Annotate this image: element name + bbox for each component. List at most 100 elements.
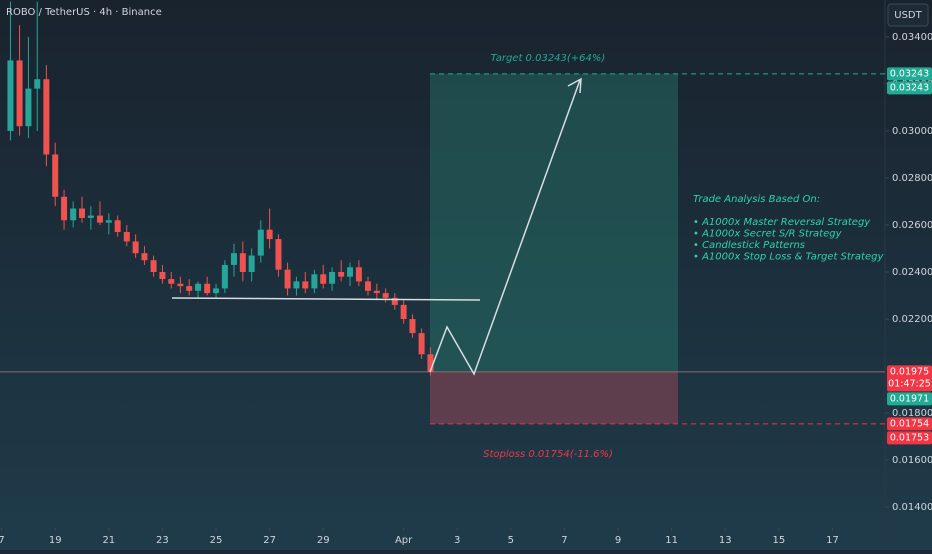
price-label: 0.03243: [890, 82, 929, 93]
candle-body: [400, 304, 407, 320]
price-label: 0.01753: [890, 432, 929, 443]
x-tick-label: 23: [156, 535, 169, 546]
y-tick-label: 0.02600: [892, 220, 932, 231]
price-label: 0.01754: [890, 418, 929, 429]
candle-body: [239, 253, 246, 272]
candle-body: [150, 260, 157, 272]
target-label: Target 0.03243(+64%): [491, 53, 606, 64]
candle-body: [186, 286, 193, 291]
y-tick-label: 0.02400: [892, 267, 932, 278]
y-tick-label: 0.01600: [892, 455, 932, 466]
candle-body: [230, 253, 237, 265]
candle-body: [204, 283, 211, 294]
x-tick-label: 7: [561, 535, 567, 546]
x-tick-label: 3: [454, 535, 460, 546]
candle-body: [338, 271, 345, 277]
projection-path: [429, 79, 581, 376]
price-label-box: [887, 417, 932, 431]
candle-body: [34, 79, 41, 89]
price-label: 0.01975: [890, 366, 929, 377]
stop-zone: [430, 371, 678, 424]
candle-body: [141, 253, 148, 261]
countdown: 01:47:25: [888, 378, 931, 389]
candle-body: [427, 354, 434, 372]
price-label: 0.01971: [890, 393, 929, 404]
candle-body: [177, 283, 184, 287]
y-tick-label: 0.03400: [892, 32, 932, 43]
candle-body: [79, 208, 86, 218]
candle-body: [355, 267, 362, 282]
currency-button[interactable]: [887, 3, 929, 27]
y-tick-label: 0.01800: [892, 408, 932, 419]
candle-body: [347, 267, 354, 277]
candle-body: [320, 274, 327, 284]
analysis-item: • Candlestick Patterns: [693, 240, 805, 251]
y-tick-label: 0.02200: [892, 314, 932, 325]
candle-body: [96, 215, 103, 223]
candle-body: [213, 288, 220, 294]
candle-body: [302, 281, 309, 289]
x-tick-label: 7: [0, 535, 5, 546]
candle-body: [257, 229, 264, 256]
candle-body: [266, 229, 273, 240]
candle-body: [16, 60, 23, 127]
support-line: [171, 297, 481, 301]
y-tick-label: 0.03000: [892, 126, 932, 137]
price-label: 0.03243: [890, 68, 929, 79]
x-tick-label: 17: [826, 535, 839, 546]
x-tick-label: 25: [210, 535, 223, 546]
candle-body: [329, 271, 336, 284]
candle-body: [70, 208, 77, 221]
candle-body: [364, 281, 371, 291]
candle-body: [195, 283, 202, 291]
candle-body: [391, 297, 398, 305]
candle-body: [43, 79, 50, 155]
candle-body: [123, 232, 130, 242]
candle-body: [373, 290, 380, 294]
analysis-item: • A1000x Secret S/R Strategy: [693, 229, 843, 240]
candle-body: [105, 220, 112, 223]
candle-body: [221, 264, 228, 289]
y-tick-label: 0.01400: [892, 502, 932, 513]
analysis-item: • A1000x Master Reversal Strategy: [693, 217, 871, 228]
candle-body: [52, 154, 59, 197]
x-tick-label: 9: [615, 535, 621, 546]
x-tick-label: 27: [263, 535, 276, 546]
y-tick-label: 0.02800: [892, 173, 932, 184]
analysis-item: • A1000x Stop Loss & Target Strategy: [693, 252, 884, 263]
candle-body: [87, 215, 94, 218]
x-tick-label: 19: [49, 535, 62, 546]
symbol-title: ROBO / TetherUS · 4h · Binance: [6, 7, 162, 18]
candle-body: [248, 255, 255, 272]
price-label-box: [887, 81, 932, 95]
candle-body: [409, 319, 416, 334]
x-tick-label: Apr: [395, 535, 413, 546]
candle-body: [293, 281, 300, 289]
candle-body: [114, 220, 121, 233]
stop-label: Stoploss 0.01754(-11.6%): [483, 449, 613, 460]
price-label-box: [887, 67, 932, 81]
candle-body: [311, 274, 318, 289]
candle-body: [284, 269, 291, 289]
x-tick-label: 5: [508, 535, 514, 546]
x-tick-label: 11: [665, 535, 678, 546]
x-tick-label: 21: [102, 535, 115, 546]
x-tick-label: 13: [719, 535, 732, 546]
price-label-box: [887, 431, 932, 445]
x-tick-label: 29: [317, 535, 330, 546]
candle-body: [61, 196, 68, 221]
x-tick-label: 15: [772, 535, 785, 546]
analysis-title: Trade Analysis Based On:: [693, 194, 820, 205]
currency[interactable]: USDT: [894, 10, 922, 21]
price-label-box: [887, 365, 932, 392]
candle-body: [159, 271, 166, 280]
candle-body: [382, 293, 389, 298]
candle-body: [132, 241, 139, 254]
candle-body: [25, 88, 32, 127]
candle-body: [418, 333, 425, 355]
candle-body: [275, 239, 282, 270]
target-zone: [430, 73, 678, 372]
